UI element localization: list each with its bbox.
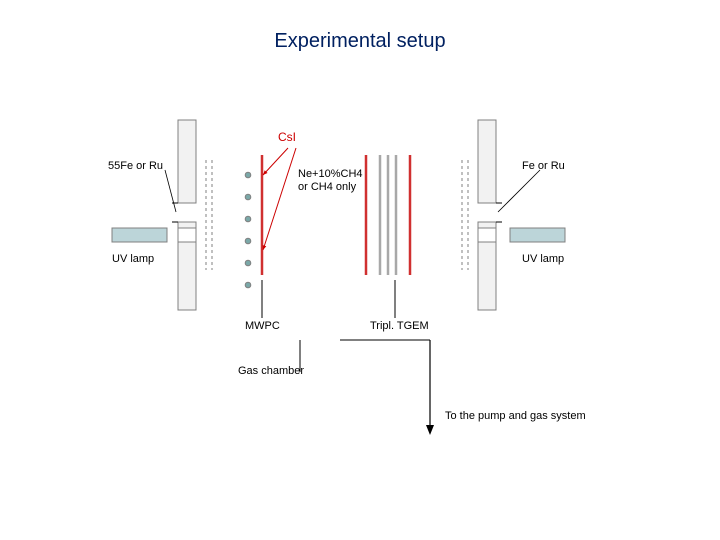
label-gas-mix: Ne+10%CH4 or CH4 only [298,168,363,194]
label-source-right: Fe or Ru [522,160,565,172]
label-to-pump: To the pump and gas system [445,410,586,422]
label-tgem: Tripl. TGEM [370,320,429,332]
label-source-left: 55Fe or Ru [108,160,163,172]
diagram [0,0,720,540]
label-mwpc: MWPC [245,320,280,332]
label-csi: CsI [278,130,296,144]
label-uv-right: UV lamp [522,253,564,265]
label-uv-left: UV lamp [112,253,154,265]
label-gas-chamber: Gas chamber [238,365,304,377]
